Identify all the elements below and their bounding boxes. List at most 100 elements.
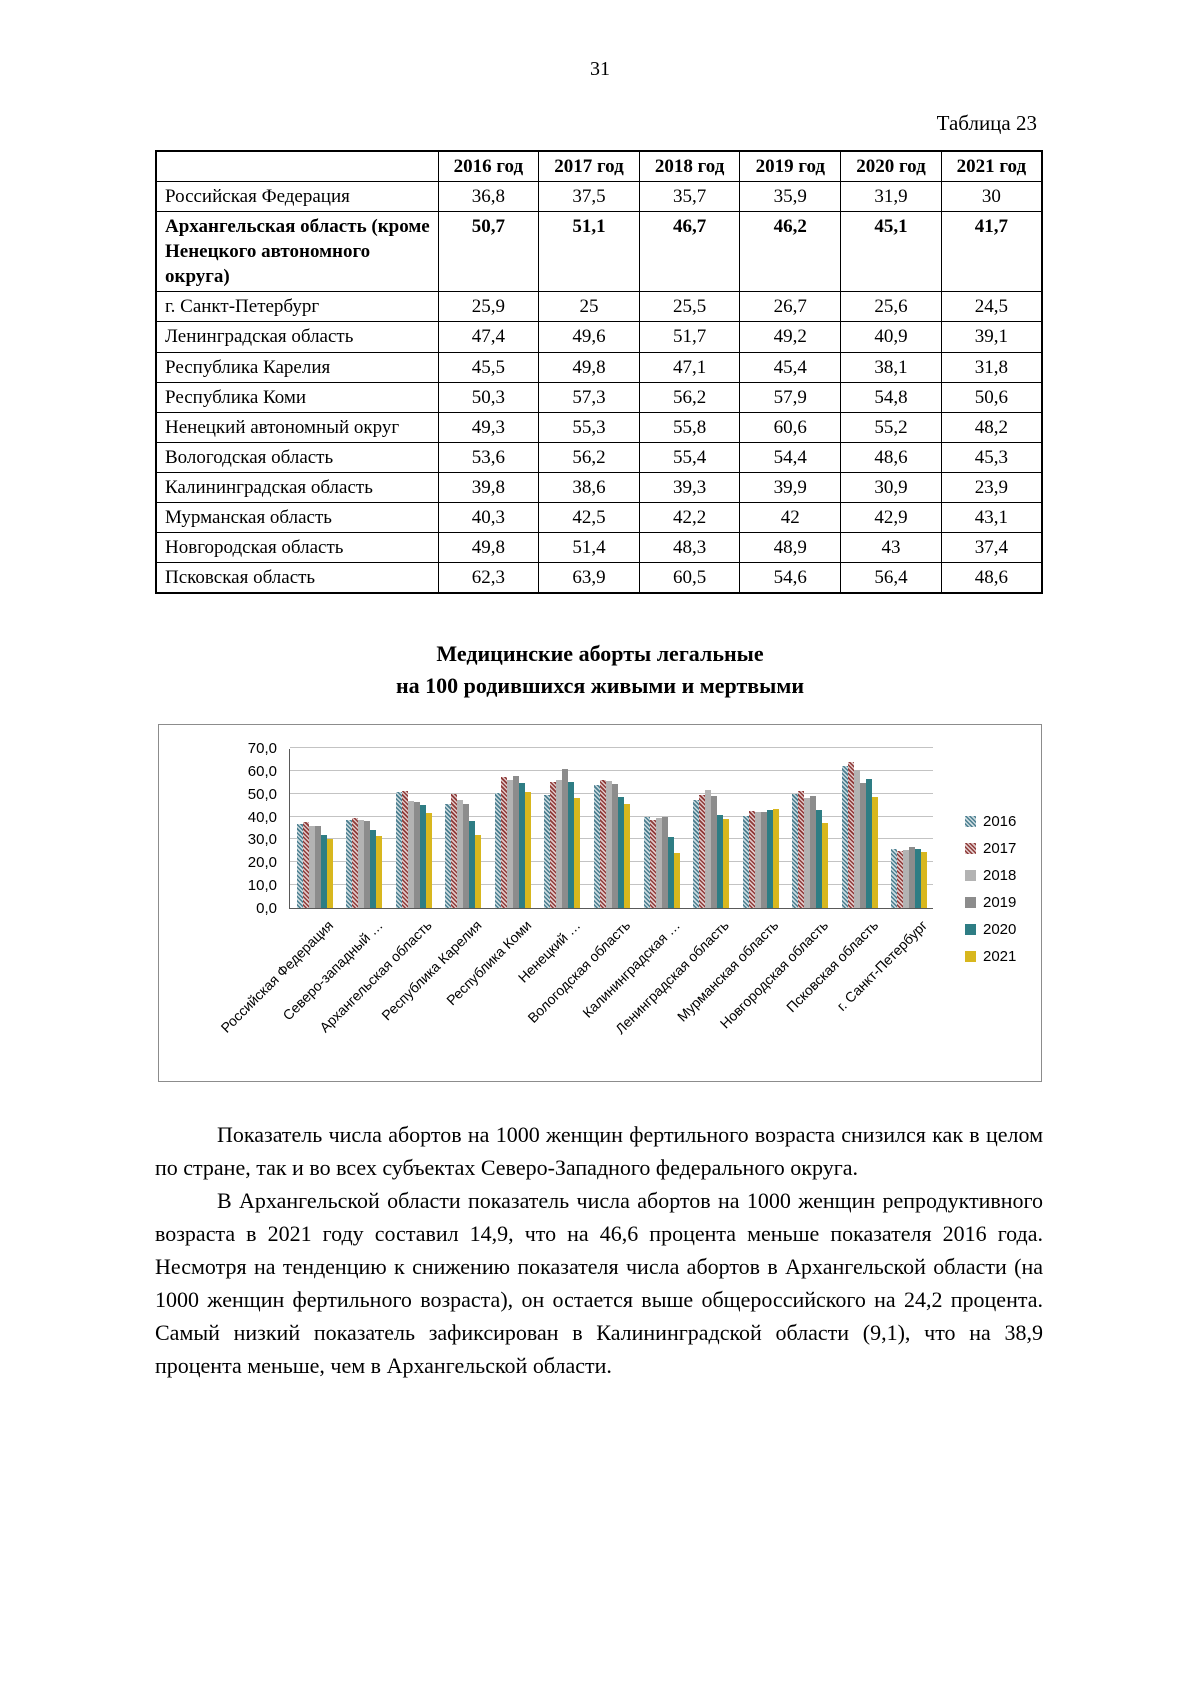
bar-cluster [389, 749, 439, 908]
value-cell: 56,2 [638, 381, 741, 413]
bar-2019 [661, 816, 668, 908]
bar-2021 [425, 812, 432, 908]
bar-2021 [921, 851, 928, 908]
bar-2020 [816, 809, 823, 908]
bar-2021 [475, 834, 482, 908]
legend-label: 2020 [983, 920, 1017, 938]
value-cell: 40,3 [437, 501, 540, 534]
value-cell: 25,9 [437, 291, 540, 323]
bar-2021 [326, 838, 333, 908]
y-axis-label: 30,0 [247, 831, 277, 849]
table-body: Российская Федерация 36,8 37,5 35,7 35,9 31,9… [155, 181, 1043, 594]
bar-2016 [494, 792, 501, 908]
value-cell: 43 [840, 532, 942, 564]
bar-2018 [705, 789, 712, 908]
bar-2021 [673, 852, 680, 908]
value-cell: 57,9 [739, 381, 842, 413]
value-cell: 49,6 [538, 321, 640, 353]
bar-2019 [909, 846, 916, 908]
bar-cluster [340, 749, 390, 908]
legend-swatch [965, 896, 976, 908]
table-row: Новгородская область 49,8 51,4 48,3 48,9 43 37… [155, 532, 1043, 564]
bar-2019 [364, 820, 371, 908]
region-label-cell: г. Санкт-Петербург [155, 291, 439, 323]
value-cell: 55,8 [638, 411, 741, 443]
value-cell: 23,9 [940, 471, 1043, 503]
value-cell: 39,1 [940, 321, 1043, 353]
table-row: Республика Коми 50,3 57,3 56,2 57,9 54,8 50,6 [155, 381, 1043, 413]
value-cell: 45,1 [840, 211, 942, 293]
region-label-cell: Вологодская область [155, 441, 439, 473]
table-year-header: 2020 год [840, 150, 942, 183]
value-cell: 55,4 [638, 441, 741, 473]
legend-label: 2017 [983, 839, 1017, 857]
bar-2020 [865, 778, 872, 908]
data-table: 2016 год 2017 год 2018 год 2019 год 2020 год… [155, 150, 1043, 595]
gridline [290, 746, 933, 748]
bar-2016 [643, 816, 650, 908]
value-cell: 50,7 [437, 211, 540, 293]
value-cell: 35,9 [739, 181, 842, 213]
x-axis-label: г. Санкт-Петербург [833, 916, 931, 1014]
value-cell: 55,3 [538, 411, 640, 443]
value-cell: 48,6 [940, 562, 1043, 594]
region-label-cell: Российская Федерация [155, 181, 439, 213]
region-label-cell: Новгородская область [155, 532, 439, 564]
bar-cluster [637, 749, 687, 908]
table-container: 2016 год 2017 год 2018 год 2019 год 2020 год… [0, 136, 1200, 595]
table-row: Ненецкий автономный округ 49,3 55,3 55,8 60,… [155, 411, 1043, 443]
bar-2017 [401, 790, 408, 908]
region-label-cell: Ненецкий автономный округ [155, 411, 439, 443]
bar-2020 [469, 820, 476, 908]
legend-swatch [965, 923, 976, 935]
legend-swatch [965, 842, 976, 854]
value-cell: 24,5 [940, 291, 1043, 323]
region-label-cell: Псковская область [155, 562, 439, 594]
bar-cluster [785, 749, 835, 908]
table-year-header: 2018 год [638, 150, 741, 183]
value-cell: 45,5 [437, 351, 540, 383]
region-label-cell: Калининградская область [155, 471, 439, 503]
bar-2017 [500, 776, 507, 908]
bar-2017 [451, 793, 458, 908]
bar-2018 [358, 819, 365, 908]
bar-2021 [772, 808, 779, 908]
bar-2018 [903, 849, 910, 908]
bar-2019 [810, 795, 817, 908]
page-number: 31 [590, 58, 610, 80]
value-cell: 31,8 [940, 351, 1043, 383]
table-row: Мурманская область 40,3 42,5 42,2 42 42,9 43,1 [155, 501, 1043, 534]
bar-2016 [742, 815, 749, 908]
value-cell: 43,1 [940, 501, 1043, 534]
value-cell: 62,3 [437, 562, 540, 594]
bar-2018 [655, 817, 662, 908]
value-cell: 60,5 [638, 562, 741, 594]
x-axis-label: Псковская область [782, 916, 881, 1016]
bar-2017 [699, 794, 706, 908]
value-cell: 54,4 [739, 441, 842, 473]
value-cell: 60,6 [739, 411, 842, 443]
bar-2018 [506, 779, 513, 908]
chart-legend: 2016 2017 2018 2019 2020 2021 [965, 813, 1045, 975]
value-cell: 25,5 [638, 291, 741, 323]
value-cell: 41,7 [940, 211, 1043, 293]
value-cell: 50,3 [437, 381, 540, 413]
value-cell: 42,2 [638, 501, 741, 534]
bar-2016 [792, 793, 799, 908]
bar-2020 [568, 781, 575, 908]
value-cell: 37,4 [940, 532, 1043, 564]
legend-label: 2019 [983, 893, 1017, 911]
value-cell: 46,7 [638, 211, 741, 293]
value-cell: 51,1 [538, 211, 640, 293]
chart-title: Медицинские аборты легальные на 100 роди… [0, 638, 1200, 702]
bar-2017 [302, 821, 309, 908]
table-year-header: 2017 год [538, 150, 640, 183]
value-cell: 30 [940, 181, 1043, 213]
value-cell: 35,7 [638, 181, 741, 213]
bar-2016 [544, 794, 551, 908]
bar-2018 [308, 825, 315, 908]
bar-cluster [290, 749, 340, 908]
value-cell: 50,6 [940, 381, 1043, 413]
bar-2020 [419, 804, 426, 908]
table-row: Псковская область 62,3 63,9 60,5 54,6 56,4 48,… [155, 562, 1043, 594]
